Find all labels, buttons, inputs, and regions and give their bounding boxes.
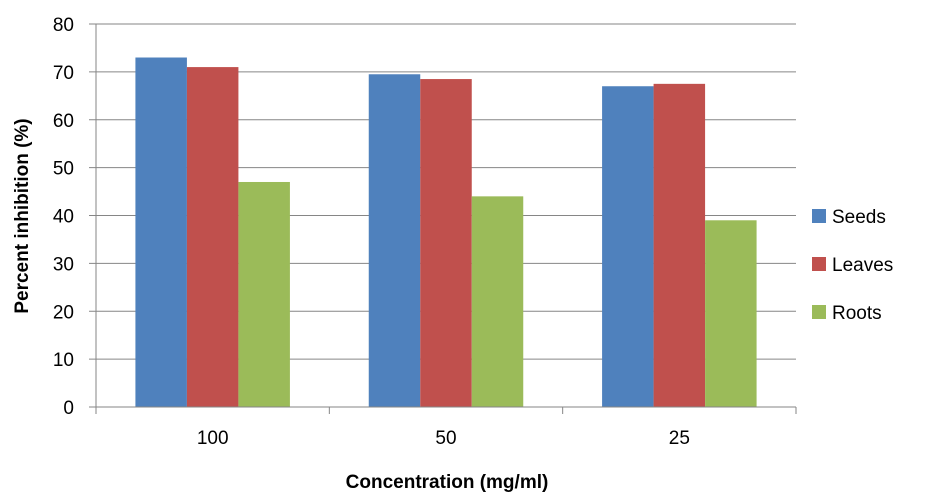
legend-swatch-seeds [812, 209, 826, 223]
bar-leaves-100 [186, 67, 239, 408]
bar-roots-100 [238, 181, 290, 407]
x-tick-labels: 100 50 25 [197, 428, 690, 449]
y-tick-label: 30 [53, 254, 74, 275]
y-tick-label: 0 [63, 398, 74, 419]
bar-roots-25 [705, 220, 757, 407]
legend-label-leaves: Leaves [832, 255, 893, 276]
y-axis-title: Percent inhibition (%) [12, 118, 33, 313]
y-tick-label: 60 [53, 111, 74, 132]
bars [135, 57, 757, 408]
bar-leaves-25 [653, 83, 706, 407]
legend-swatch-leaves [812, 257, 826, 271]
x-tick-label: 100 [197, 428, 229, 449]
legend: Seeds Leaves Roots [812, 207, 893, 324]
y-tick-label: 20 [53, 302, 74, 323]
y-tick-label: 70 [53, 63, 74, 84]
legend-label-seeds: Seeds [832, 207, 886, 228]
legend-label-roots: Roots [832, 303, 882, 324]
x-axis-title: Concentration (mg/ml) [346, 472, 549, 493]
legend-swatch-roots [812, 305, 826, 319]
bar-leaves-50 [420, 79, 472, 408]
x-tick-label: 25 [669, 428, 690, 449]
bar-seeds-100 [135, 57, 187, 407]
y-tick-labels: 0 10 20 30 40 50 60 70 80 [53, 15, 74, 419]
bar-seeds-25 [602, 86, 654, 408]
y-tick-label: 80 [53, 15, 74, 36]
axes [95, 24, 797, 414]
x-tick-label: 50 [435, 428, 456, 449]
y-tick-label: 50 [53, 159, 74, 180]
bar-seeds-50 [368, 74, 421, 408]
bar-roots-50 [471, 196, 524, 407]
y-tick-label: 40 [53, 207, 74, 228]
y-tick-label: 10 [53, 350, 74, 371]
